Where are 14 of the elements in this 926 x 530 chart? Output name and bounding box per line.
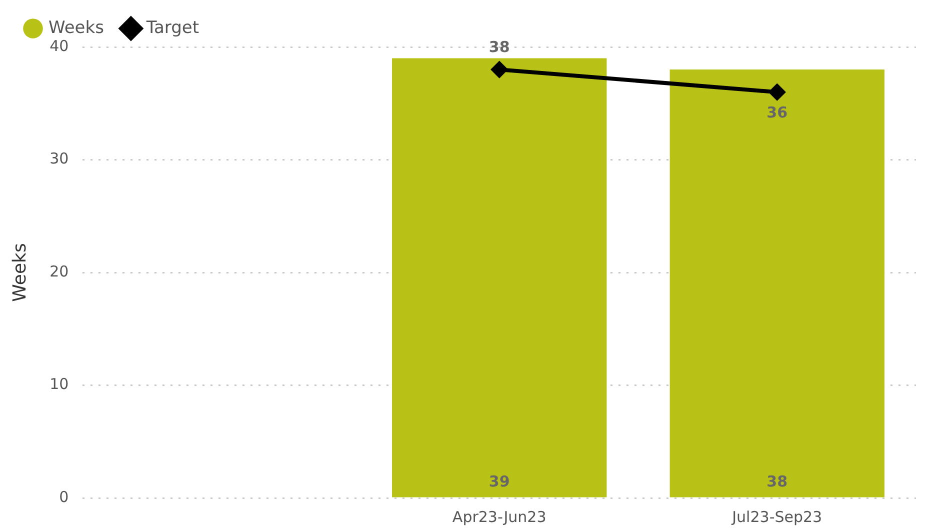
data-label: 38 <box>766 472 788 490</box>
y-axis-title: Weeks <box>9 243 30 302</box>
x-tick-label: Apr23-Jun23 <box>452 508 546 526</box>
y-tick-label: 30 <box>50 150 69 168</box>
data-label: 38 <box>488 38 510 56</box>
y-tick-label: 40 <box>50 36 69 55</box>
x-tick-label: Jul23-Sep23 <box>731 508 822 526</box>
legend-label: Weeks <box>48 18 104 38</box>
y-tick-label: 20 <box>50 262 69 280</box>
data-label: 39 <box>488 472 510 490</box>
y-tick-label: 10 <box>50 375 69 394</box>
legend-label: Target <box>145 18 200 38</box>
y-tick-label: 0 <box>59 488 69 506</box>
data-label: 36 <box>766 103 788 122</box>
